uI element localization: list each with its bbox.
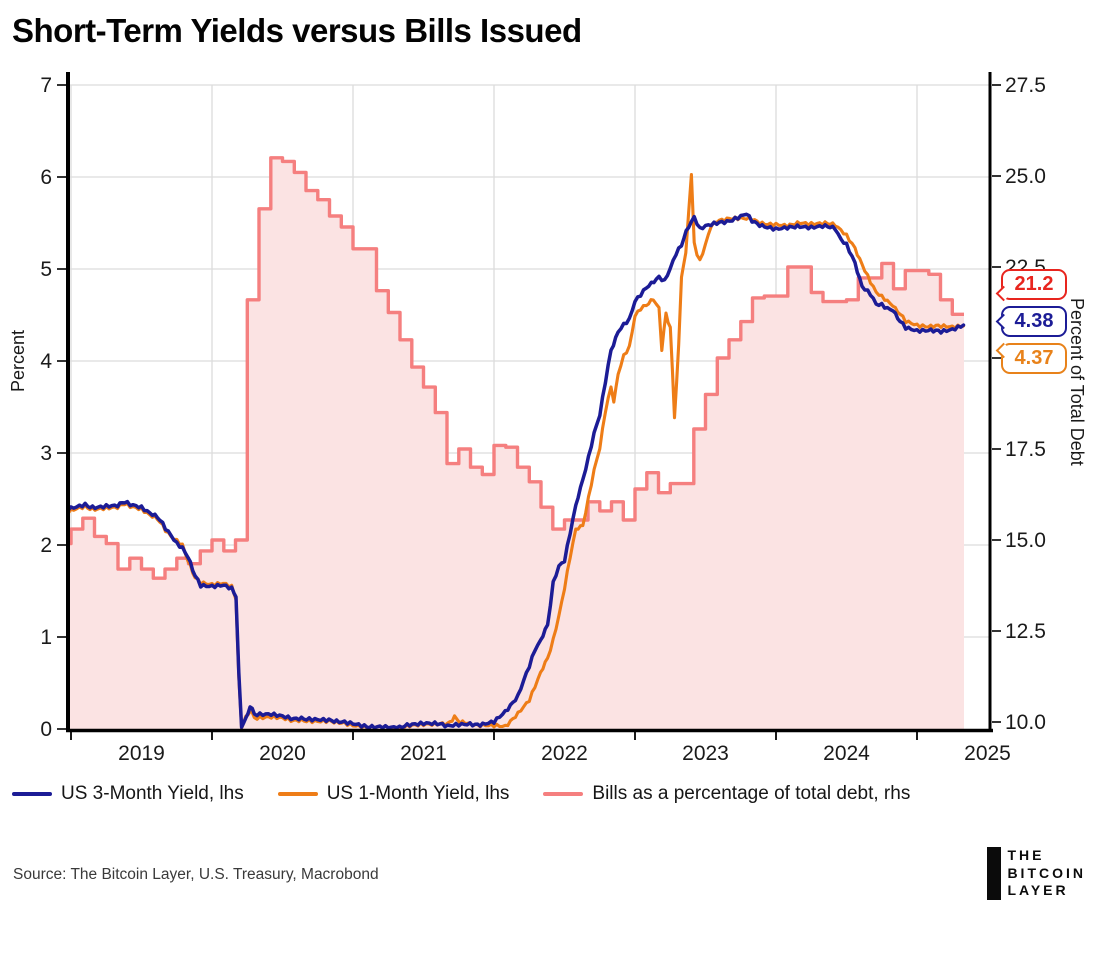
logo-text: THE BITCOIN LAYER	[1007, 847, 1086, 900]
source-text: Source: The Bitcoin Layer, U.S. Treasury…	[13, 866, 379, 883]
callout-3m-last-value: 4.38	[995, 306, 1067, 337]
bills-area-outline	[69, 156, 964, 580]
x-axis-tick-label: 2025	[964, 742, 1011, 765]
right-axis-tick-label: 27.5	[1005, 74, 1046, 97]
brand-logo: THE BITCOIN LAYER	[987, 847, 1086, 900]
x-axis-tick-label: 2021	[400, 742, 447, 765]
right-axis-tick-label: 15.0	[1005, 529, 1046, 552]
left-axis-tick-label: 7	[40, 74, 52, 97]
bills-area-swatch	[543, 792, 584, 796]
left-axis-tick-label: 5	[40, 258, 52, 281]
logo-line: BITCOIN	[1007, 864, 1086, 881]
left-axis-tick-label: 0	[40, 718, 52, 741]
bills-area-fill	[69, 157, 964, 732]
left-axis-tick-label: 1	[40, 626, 52, 649]
logo-bar-icon	[987, 847, 1002, 900]
logo-line: THE	[1007, 847, 1045, 863]
left-axis-tick-label: 4	[40, 350, 52, 373]
x-axis-tick-label: 2023	[682, 742, 729, 765]
1m-yield-line-swatch	[277, 792, 318, 796]
callout-value: 4.38	[1014, 310, 1054, 332]
legend-label: US 1-Month Yield, lhs	[326, 783, 510, 804]
legend-label: US 3-Month Yield, lhs	[61, 783, 244, 804]
legend-item-3m-yield: US 3-Month Yield, lhs	[12, 783, 244, 805]
callout-value: 4.37	[1014, 347, 1054, 369]
chart-title: Short-Term Yields versus Bills Issued	[12, 12, 582, 49]
left-axis-title: Percent	[8, 330, 28, 393]
chart-plot-area: 0123456710.012.515.017.520.022.525.027.5…	[40, 72, 1046, 765]
right-axis-tick-label: 25.0	[1005, 165, 1046, 188]
x-axis-tick-label: 2022	[541, 742, 588, 765]
left-axis-tick-label: 2	[40, 534, 52, 557]
legend-item-bills-percent: Bills as a percentage of total debt, rhs	[543, 783, 910, 805]
callout-value: 21.2	[1014, 273, 1054, 295]
callout-bills-last-value: 21.2	[995, 269, 1067, 302]
x-axis-tick-label: 2020	[259, 742, 306, 765]
3m-yield-line-swatch	[12, 792, 52, 796]
logo-line: LAYER	[1007, 882, 1069, 898]
x-axis-tick-label: 2024	[823, 742, 870, 765]
legend: US 3-Month Yield, lhs US 1-Month Yield, …	[12, 783, 910, 805]
yield-3m-line	[66, 212, 966, 730]
legend-label: Bills as a percentage of total debt, rhs	[592, 783, 911, 804]
x-axis-tick-label: 2019	[118, 742, 165, 765]
right-axis-tick-label: 12.5	[1005, 620, 1046, 643]
right-axis-title: Percent of Total Debt	[1067, 298, 1087, 466]
legend-item-1m-yield: US 1-Month Yield, lhs	[277, 783, 510, 805]
right-axis-tick-label: 10.0	[1005, 711, 1046, 734]
right-axis-tick-label: 17.5	[1005, 438, 1046, 461]
callout-1m-last-value: 4.37	[995, 342, 1067, 374]
left-axis-tick-label: 6	[40, 166, 52, 189]
left-axis-tick-label: 3	[40, 442, 52, 465]
